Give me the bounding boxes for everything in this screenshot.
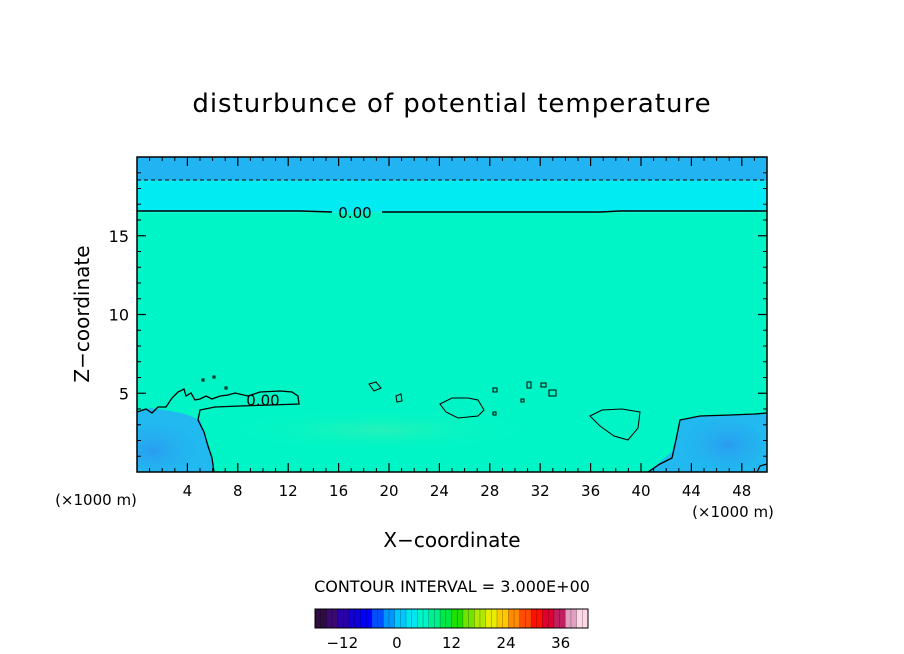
x-tick-label: 4 — [183, 482, 193, 500]
colorbar-swatch — [531, 609, 543, 628]
contour-label: 0.00 — [338, 204, 371, 222]
x-axis-label: X−coordinate — [383, 528, 520, 552]
colorbar-swatch — [371, 609, 384, 628]
x-tick-label: 20 — [379, 482, 398, 500]
zero-contour-upper — [137, 210, 767, 213]
y-tick-label: 5 — [119, 384, 129, 403]
colorbar-swatch — [383, 609, 396, 628]
colorbar-tick-label: −12 — [326, 634, 358, 652]
x-unit-right: (×1000 m) — [692, 503, 774, 521]
colorbar-swatch — [360, 609, 373, 628]
warm-band — [220, 408, 540, 452]
colorbar-swatch — [542, 609, 555, 628]
cold-core-right — [678, 419, 762, 471]
contour-labels: 0.00 0.00 — [246, 204, 371, 409]
colorbar-swatch — [326, 609, 339, 628]
cold-core-left — [137, 422, 205, 472]
x-tick-label: 12 — [279, 482, 298, 500]
x-tick-label: 8 — [233, 482, 243, 500]
surface-features — [137, 179, 767, 472]
x-tick-label: 24 — [430, 482, 449, 500]
zero-contour-lower — [137, 388, 300, 472]
zero-contour-right — [647, 412, 767, 472]
colorbar-swatch — [394, 609, 407, 628]
field-mid-upper-layer — [137, 180, 767, 213]
colorbar-swatch — [485, 609, 498, 628]
blob-contour-8 — [492, 387, 498, 393]
colorbar: −12 0 12 24 36 — [314, 608, 589, 652]
x-tick-label: 32 — [531, 482, 550, 500]
blob-contour-6 — [548, 389, 557, 397]
chart-title: disturbunce of potential temperature — [192, 89, 711, 119]
colorbar-swatch — [315, 609, 327, 628]
colorbar-tick-label: 12 — [442, 634, 461, 652]
x-tick-label: 16 — [329, 482, 348, 500]
y-axis-label: Z−coordinate — [70, 245, 94, 382]
blob-contour-12 — [224, 386, 228, 390]
colorbar-swatch — [508, 609, 521, 628]
colorbar-swatch — [337, 609, 350, 628]
blob-contour-11 — [212, 375, 216, 379]
colorbar-swatch — [565, 609, 578, 628]
y-tick-label: 10 — [109, 306, 129, 325]
contour-interval-caption: CONTOUR INTERVAL = 3.000E+00 — [314, 577, 590, 596]
x-tick-label: 28 — [480, 482, 499, 500]
blob-contour-9 — [520, 398, 525, 403]
blob-contour-13 — [492, 411, 497, 416]
y-tick-label: 15 — [109, 227, 129, 246]
field-upper-layer — [137, 157, 767, 181]
colorbar-tick-label: 24 — [497, 634, 516, 652]
blob-contour-10 — [201, 378, 205, 382]
blob-contour-2 — [589, 408, 641, 441]
corner-contour — [756, 463, 767, 472]
colorbar-swatch — [417, 609, 430, 628]
colorbar-swatch — [462, 609, 475, 628]
blob-contour-4 — [526, 381, 532, 389]
x-tick-label: 48 — [732, 482, 751, 500]
colorbar-swatch — [451, 609, 464, 628]
colorbar-swatch — [440, 609, 452, 628]
blob-contour-3 — [368, 381, 382, 392]
contour-label: 0.00 — [246, 392, 279, 410]
colorbar-swatch — [553, 609, 566, 628]
x-tick-label: 40 — [631, 482, 650, 500]
x-unit-left: (×1000 m) — [55, 491, 137, 509]
colorbar-swatch — [474, 609, 487, 628]
colorbar-frame — [314, 608, 589, 629]
blob-contour-1 — [439, 397, 485, 419]
x-tick-label: 36 — [581, 482, 600, 500]
colorbar-swatch — [576, 609, 589, 628]
x-tick-label: 44 — [682, 482, 701, 500]
colorbar-tick-label: 0 — [392, 634, 402, 652]
colorbar-swatch — [406, 609, 418, 628]
colorbar-tick-label: 36 — [551, 634, 570, 652]
blob-contour-5 — [540, 382, 547, 388]
colorbar-swatch — [519, 609, 532, 628]
colorbar-swatch — [349, 609, 361, 628]
blob-contour-7 — [395, 393, 403, 403]
colorbar-swatch — [428, 609, 441, 628]
colorbar-swatch — [497, 609, 509, 628]
